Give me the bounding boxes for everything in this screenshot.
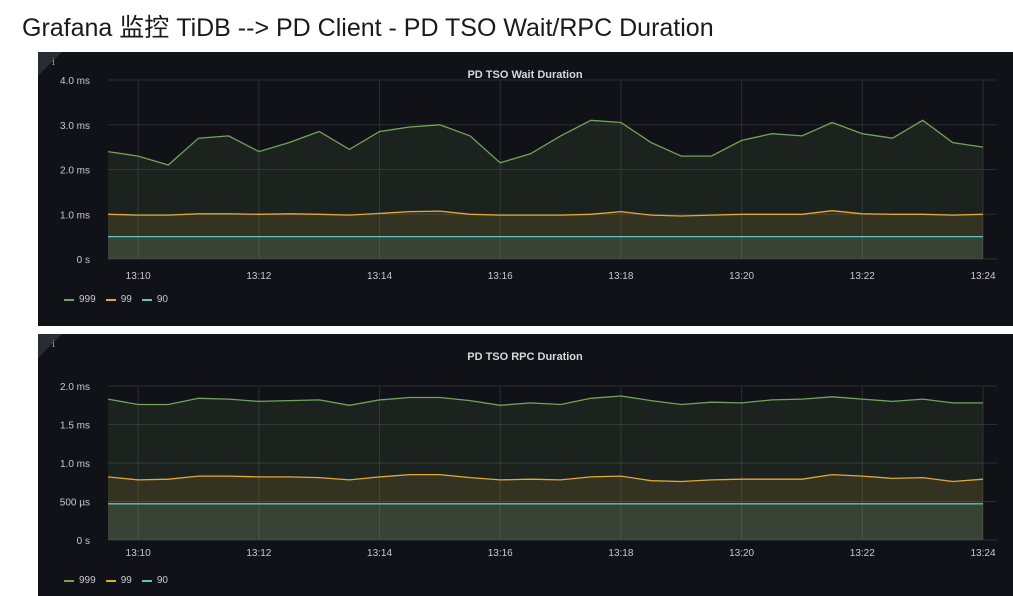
info-icon[interactable]: i (52, 340, 55, 350)
legend-swatch (105, 579, 116, 582)
series-90-area (108, 503, 983, 540)
chart-title: PD TSO RPC Duration (467, 351, 583, 363)
rpc-duration-panel: i PD TSO RPC Duration 0 s 500 µs 1.0 ms 1.5 … (38, 334, 1013, 596)
legend-item-90[interactable]: 90 (141, 575, 168, 586)
legend-swatch (141, 579, 152, 582)
wait-duration-chart: PD TSO Wait Duration 0 s 1.0 ms 2.0 ms 3.0 m… (60, 69, 997, 282)
y-tick-label: 1.0 ms (60, 210, 90, 221)
x-tick-label: 13:24 (970, 548, 995, 559)
legend-item-999[interactable]: 999 (64, 294, 96, 305)
info-icon[interactable]: i (52, 58, 55, 68)
y-tick-label: 2.0 ms (60, 166, 90, 177)
x-tick-label: 13:24 (970, 271, 995, 282)
legend-item-99[interactable]: 99 (105, 294, 132, 305)
panel-corner-marker (38, 334, 62, 358)
legend-swatch (141, 298, 152, 301)
x-tick-label: 13:22 (850, 271, 875, 282)
y-tick-label: 2.0 ms (60, 382, 90, 393)
series-99-area (108, 210, 983, 259)
legend-item-90[interactable]: 90 (141, 294, 168, 305)
legend-item-99[interactable]: 99 (105, 575, 132, 586)
x-tick-label: 13:12 (246, 548, 271, 559)
legend-swatch (64, 298, 74, 301)
legend-swatch (105, 298, 116, 301)
legend-label: 999 (79, 294, 96, 305)
legend-swatch (64, 579, 74, 582)
x-tick-label: 13:18 (608, 548, 633, 559)
legend-label: 999 (79, 575, 96, 586)
chart-title: PD TSO Wait Duration (467, 69, 582, 81)
series-90-area (108, 236, 983, 259)
y-tick-label: 0 s (77, 255, 90, 266)
page-title: Grafana 监控 TiDB --> PD Client - PD TSO W… (22, 14, 714, 42)
legend-item-999[interactable]: 999 (64, 575, 96, 586)
x-tick-label: 13:20 (729, 271, 754, 282)
series-99-line (107, 473, 984, 483)
legend-label: 99 (120, 575, 132, 586)
x-tick-label: 13:14 (367, 271, 392, 282)
y-tick-label: 3.0 ms (60, 121, 90, 132)
series-99-line (107, 210, 984, 217)
x-tick-label: 13:20 (729, 548, 754, 559)
y-tick-label: 0 s (77, 536, 90, 547)
x-tick-label: 13:12 (246, 271, 271, 282)
series-999-line (107, 395, 983, 406)
series-999-area (108, 120, 983, 259)
y-tick-label: 4.0 ms (60, 76, 90, 87)
x-tick-label: 13:16 (488, 271, 513, 282)
y-tick-label: 1.0 ms (60, 459, 90, 470)
x-tick-label: 13:18 (608, 271, 633, 282)
y-tick-label: 1.5 ms (60, 421, 90, 432)
panel-corner-marker (38, 52, 62, 76)
x-tick-label: 13:10 (126, 548, 151, 559)
series-999-line (107, 119, 984, 166)
x-tick-label: 13:14 (367, 548, 392, 559)
rpc-duration-chart: PD TSO RPC Duration 0 s 500 µs 1.0 ms 1.5 ms… (60, 351, 997, 559)
y-tick-label: 500 µs (60, 498, 90, 509)
wait-duration-panel: i PD TSO Wait Duration 0 s 1.0 ms 2.0 ms 3.0… (38, 52, 1013, 326)
rpc-duration-legend: 999 99 90 (64, 575, 168, 586)
series-99-area (108, 474, 983, 540)
legend-label: 90 (156, 294, 168, 305)
legend-label: 90 (156, 575, 168, 586)
legend-label: 99 (120, 294, 132, 305)
wait-duration-legend: 999 99 90 (64, 294, 168, 305)
x-tick-label: 13:16 (488, 548, 513, 559)
x-tick-label: 13:22 (850, 548, 875, 559)
x-tick-label: 13:10 (126, 271, 151, 282)
